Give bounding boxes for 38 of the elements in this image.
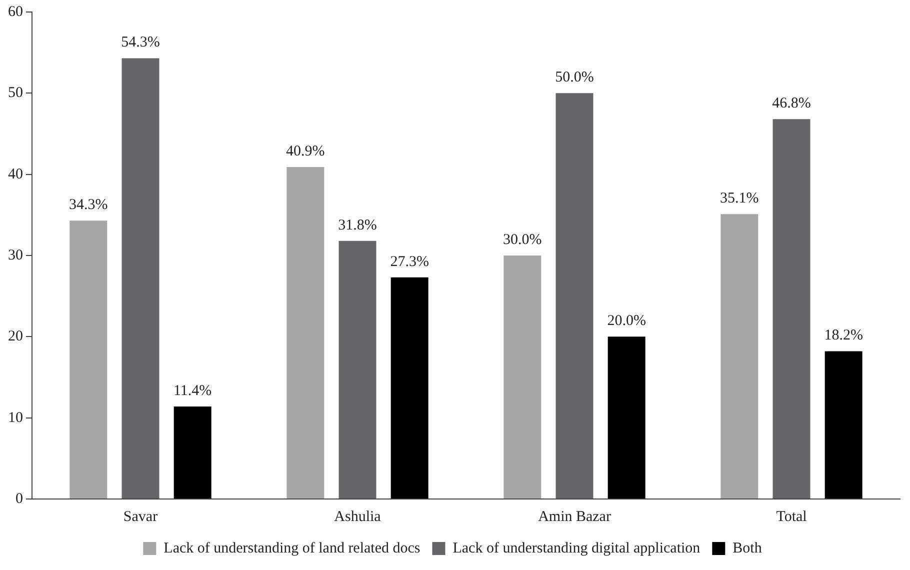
y-tick-label: 60 — [8, 4, 23, 20]
y-tick-label: 40 — [8, 166, 23, 182]
bar — [608, 336, 646, 498]
bar — [122, 58, 160, 498]
data-label: 20.0% — [607, 313, 646, 330]
x-tick-label: Ashulia — [334, 508, 382, 525]
bar — [390, 277, 428, 498]
y-tick-label: 30 — [8, 247, 23, 264]
data-label: 18.2% — [824, 328, 863, 344]
bar — [286, 167, 324, 498]
bar — [504, 256, 542, 498]
x-tick-label: Amin Bazar — [538, 508, 611, 525]
data-label: 31.8% — [338, 217, 377, 234]
bar — [338, 240, 376, 498]
data-label: 40.9% — [286, 143, 325, 160]
legend-label: Both — [732, 540, 762, 556]
bar — [720, 214, 758, 498]
x-tick-label: Savar — [123, 508, 158, 525]
x-tick-label: Total — [776, 508, 807, 525]
legend-label: Lack of understanding digital application — [452, 540, 701, 556]
bar — [174, 406, 212, 498]
data-label: 27.3% — [390, 254, 429, 270]
legend-label: Lack of understanding of land related docs — [164, 540, 420, 556]
data-label: 30.0% — [503, 232, 542, 248]
data-label: 35.1% — [720, 190, 759, 207]
data-label: 54.3% — [121, 34, 160, 51]
y-tick-label: 50 — [8, 85, 23, 102]
y-tick-label: 0 — [16, 490, 23, 507]
data-label: 50.0% — [555, 70, 594, 86]
data-label: 46.8% — [772, 96, 811, 112]
y-tick-label: 10 — [8, 410, 23, 426]
bar — [70, 220, 108, 498]
data-label: 11.4% — [173, 382, 212, 399]
data-label: 34.3% — [69, 197, 108, 214]
bar — [824, 351, 862, 498]
y-tick-label: 20 — [8, 328, 23, 345]
bar — [556, 93, 594, 498]
bar — [772, 119, 810, 498]
